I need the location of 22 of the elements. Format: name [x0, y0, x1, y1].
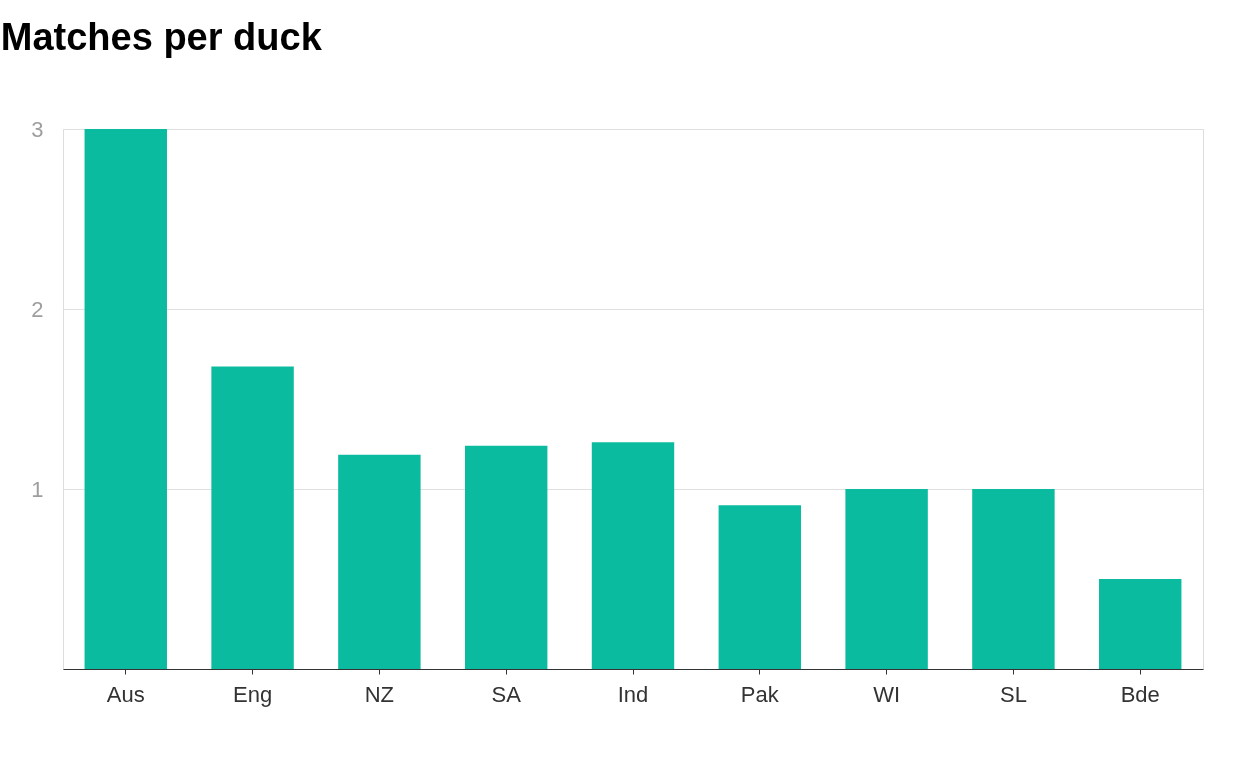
x-tick-label: Aus: [106, 681, 145, 707]
x-tick-label: Pak: [740, 681, 780, 707]
y-tick-label: 1: [31, 476, 44, 502]
bar: [1099, 579, 1182, 669]
bar: [211, 366, 294, 669]
y-tick-label: 3: [31, 116, 44, 142]
x-tick-label: NZ: [364, 681, 395, 707]
x-tick-label: SA: [491, 681, 522, 707]
bar: [591, 442, 675, 669]
bar: [972, 489, 1055, 669]
bar: [464, 445, 548, 669]
x-tick-label: Bde: [1120, 681, 1160, 707]
x-tick-label: Ind: [617, 681, 649, 707]
x-tick-label: WI: [873, 681, 901, 707]
bar: [845, 489, 928, 669]
chart-title: Matches per duck: [0, 16, 323, 58]
bar: [338, 454, 421, 669]
y-tick-label: 2: [31, 296, 44, 322]
x-tick-label: Eng: [233, 681, 273, 707]
x-tick-label: SL: [999, 681, 1027, 707]
bar: [718, 505, 802, 669]
bar: [84, 129, 167, 669]
